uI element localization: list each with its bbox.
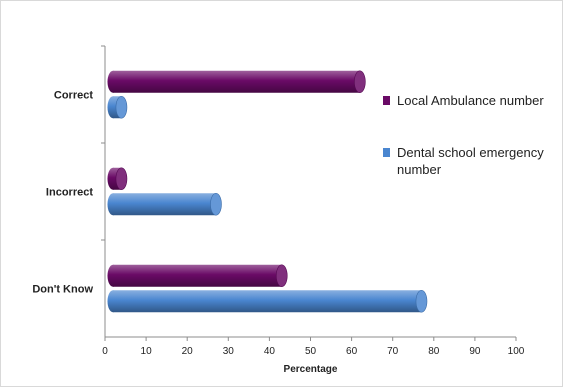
x-tick-label: 0: [102, 346, 108, 357]
legend: Local Ambulance number Dental school emer…: [383, 93, 544, 177]
bar-end-cap: [275, 264, 288, 288]
bar: [107, 192, 222, 216]
x-tick-label: 60: [346, 346, 358, 357]
legend-label: number: [397, 162, 442, 177]
bar: [107, 289, 428, 313]
bar-end-cap: [354, 70, 366, 94]
bar: [107, 167, 128, 191]
axes-group: 0 10 20 30 40 50 60 70 80 90 100 Percentage Correct I…: [32, 45, 525, 375]
category-label: Don't Know: [32, 284, 93, 296]
category-label: Correct: [54, 90, 93, 102]
x-tick-label: 80: [428, 346, 440, 357]
x-tick-label: 90: [469, 346, 481, 357]
x-tick-label: 50: [305, 346, 317, 357]
x-tick-label: 70: [387, 346, 399, 357]
bar: [107, 95, 128, 119]
legend-swatch: [383, 148, 390, 157]
x-tick-label: 100: [508, 346, 525, 357]
bar-start-cap: [107, 264, 119, 287]
bar-start-cap: [107, 193, 119, 216]
bar-start-cap: [107, 96, 119, 119]
bar-end-cap: [115, 167, 128, 191]
legend-swatch: [383, 96, 390, 105]
bar-end-cap: [210, 192, 222, 216]
legend-label: Dental school emergency: [397, 145, 544, 160]
bar-end-cap: [115, 95, 128, 119]
legend-item: Dental school emergency number: [383, 145, 544, 177]
bar: [107, 70, 366, 94]
x-tick-label: 40: [264, 346, 276, 357]
bar-body: [113, 264, 282, 287]
x-tick-label: 30: [223, 346, 235, 357]
category-label: Incorrect: [46, 187, 93, 199]
x-axis-title: Percentage: [284, 364, 338, 375]
bar: [107, 264, 288, 288]
x-tick-label: 20: [182, 346, 194, 357]
bar-start-cap: [107, 167, 119, 190]
legend-item: Local Ambulance number: [383, 93, 544, 108]
bar-body: [113, 290, 422, 313]
x-tick-label: 10: [141, 346, 153, 357]
bar-end-cap: [415, 289, 428, 313]
bar-body: [113, 193, 216, 216]
legend-label: Local Ambulance number: [397, 93, 544, 108]
bar-body: [113, 70, 360, 93]
bar-start-cap: [107, 70, 119, 93]
bars-group: [107, 70, 428, 313]
bar-start-cap: [107, 290, 119, 313]
